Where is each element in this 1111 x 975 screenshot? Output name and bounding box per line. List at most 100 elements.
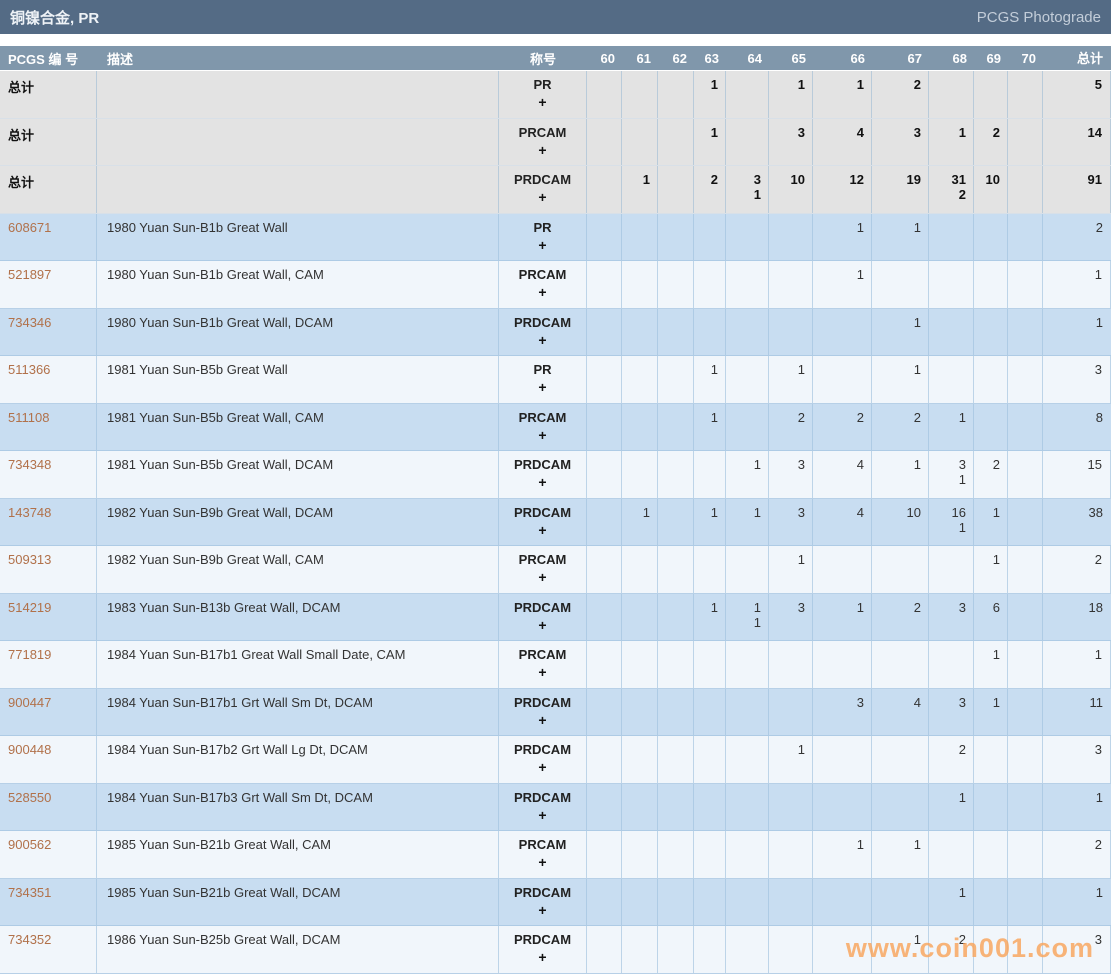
grade-cell-64 (726, 688, 769, 735)
grade-cell-65 (769, 926, 813, 973)
pcgs-number-link[interactable]: 528550 (0, 783, 97, 830)
grade-cell-67: 1 (872, 308, 929, 355)
column-header-pcgs-number: PCGS 编 号 (8, 51, 79, 67)
grade-count: 1 (710, 362, 718, 377)
grade-cell-67 (872, 783, 929, 830)
grade-cell-66: 4 (813, 498, 872, 545)
grade-cell-66 (813, 356, 872, 403)
grade-cell-68: 1 (929, 403, 974, 450)
grade-cell-63: 1 (694, 403, 726, 450)
grade-cell-68 (929, 261, 974, 308)
table-row: 734352 1986 Yuan Sun-B25b Great Wall, DCA… (0, 926, 1111, 974)
designation-label: PRDCAM (513, 504, 572, 520)
grade-plus-count: 1 (958, 472, 966, 487)
grade-cell-68: 16 1 (929, 498, 974, 545)
grade-cell-66: 1 (813, 831, 872, 878)
grade-cell-63: 2 (694, 166, 726, 213)
designation-cell: PR + (499, 356, 587, 403)
pcgs-number-link[interactable]: 511366 (0, 356, 97, 403)
grade-cell-68: 1 (929, 878, 974, 925)
grade-cell-70 (1008, 641, 1043, 688)
pcgs-number-link[interactable]: 734352 (0, 926, 97, 973)
grade-cell-63 (694, 831, 726, 878)
column-header-grade-66: 66 (850, 50, 865, 66)
grade-cell-68: 1 (929, 118, 974, 165)
grade-cell-65 (769, 878, 813, 925)
table-row: 528550 1984 Yuan Sun-B17b3 Grt Wall Sm Dt… (0, 783, 1111, 831)
row-total: 5 (1043, 71, 1111, 118)
designation-cell: PRCAM + (499, 403, 587, 450)
pcgs-number-link[interactable]: 900562 (0, 831, 97, 878)
designation-cell: PRDCAM + (499, 926, 587, 973)
grade-cell-67: 1 (872, 356, 929, 403)
pcgs-number-link[interactable]: 509313 (0, 546, 97, 593)
designation-label: PRDCAM (513, 457, 572, 472)
description: 1980 Yuan Sun-B1b Great Wall, DCAM (97, 308, 499, 355)
pcgs-number-link[interactable]: 608671 (0, 213, 97, 260)
grade-cell-67: 1 (872, 451, 929, 498)
pcgs-number-link[interactable]: 734346 (0, 308, 97, 355)
grade-cell-64 (726, 118, 769, 165)
grade-cell-61 (622, 926, 658, 973)
pcgs-number-link[interactable]: 521897 (0, 261, 97, 308)
grade-cell-62 (658, 451, 694, 498)
grade-cell-63 (694, 261, 726, 308)
description: 1982 Yuan Sun-B9b Great Wall, DCAM (97, 498, 499, 545)
pcgs-number-link[interactable]: 511108 (0, 403, 97, 450)
grade-cell-65 (769, 641, 813, 688)
pcgs-number-link[interactable]: 771819 (0, 641, 97, 688)
grade-cell-62 (658, 213, 694, 260)
grade-cell-64 (726, 878, 769, 925)
grade-cell-63: 1 (694, 118, 726, 165)
grade-cell-65 (769, 688, 813, 735)
grade-cell-63 (694, 451, 726, 498)
pcgs-photograde-link[interactable]: PCGS Photograde (976, 8, 1101, 26)
description: 1980 Yuan Sun-B1b Great Wall, CAM (97, 261, 499, 308)
grade-count: 1 (992, 552, 1000, 567)
grade-cell-60 (587, 878, 622, 925)
grade-cell-65 (769, 308, 813, 355)
plus-indicator: + (538, 854, 547, 870)
pcgs-number-link[interactable]: 734351 (0, 878, 97, 925)
grade-count: 1 (992, 647, 1000, 662)
row-total: 2 (1043, 831, 1111, 878)
row-total: 18 (1088, 599, 1103, 615)
designation-label: PR (533, 362, 552, 377)
designation-cell: PR + (499, 213, 587, 260)
grade-cell-61 (622, 546, 658, 593)
row-total: 91 (1043, 166, 1111, 213)
summary-row: 总计 PRDCAM +1 2 3 1 10 12 19 31 2 10 91 (0, 166, 1111, 214)
table-row: 734351 1985 Yuan Sun-B21b Great Wall, DCA… (0, 878, 1111, 926)
row-total: 3 (1043, 926, 1111, 973)
grade-cell-69 (974, 926, 1008, 973)
row-total: 3 (1043, 736, 1111, 783)
grade-cell-70 (1008, 498, 1043, 545)
grade-cell-62 (658, 926, 694, 973)
grade-cell-62 (658, 641, 694, 688)
grade-count: 12 (849, 172, 864, 187)
grade-count: 1 (913, 362, 921, 377)
grade-cell-68: 1 (929, 783, 974, 830)
pcgs-number-link[interactable]: 900448 (0, 736, 97, 783)
title-bar: 铜镍合金, PR PCGS Photograde (0, 0, 1111, 34)
grade-count: 2 (710, 172, 718, 187)
grade-cell-62 (658, 498, 694, 545)
grade-cell-64 (726, 213, 769, 260)
grade-cell-63: 1 (694, 498, 726, 545)
grade-cell-61 (622, 213, 658, 260)
grade-cell-70 (1008, 308, 1043, 355)
grade-cell-66 (813, 641, 872, 688)
pcgs-number-link[interactable]: 514219 (0, 593, 97, 640)
pcgs-number-link[interactable]: 900447 (0, 688, 97, 735)
grade-cell-63 (694, 641, 726, 688)
grade-count: 4 (856, 504, 864, 520)
grade-cell-65 (769, 831, 813, 878)
grade-cell-63 (694, 308, 726, 355)
grade-cell-69 (974, 356, 1008, 403)
grade-cell-70 (1008, 403, 1043, 450)
plus-indicator: + (538, 759, 547, 775)
pcgs-number-link[interactable]: 143748 (0, 498, 97, 545)
pcgs-number-link[interactable]: 734348 (0, 451, 97, 498)
